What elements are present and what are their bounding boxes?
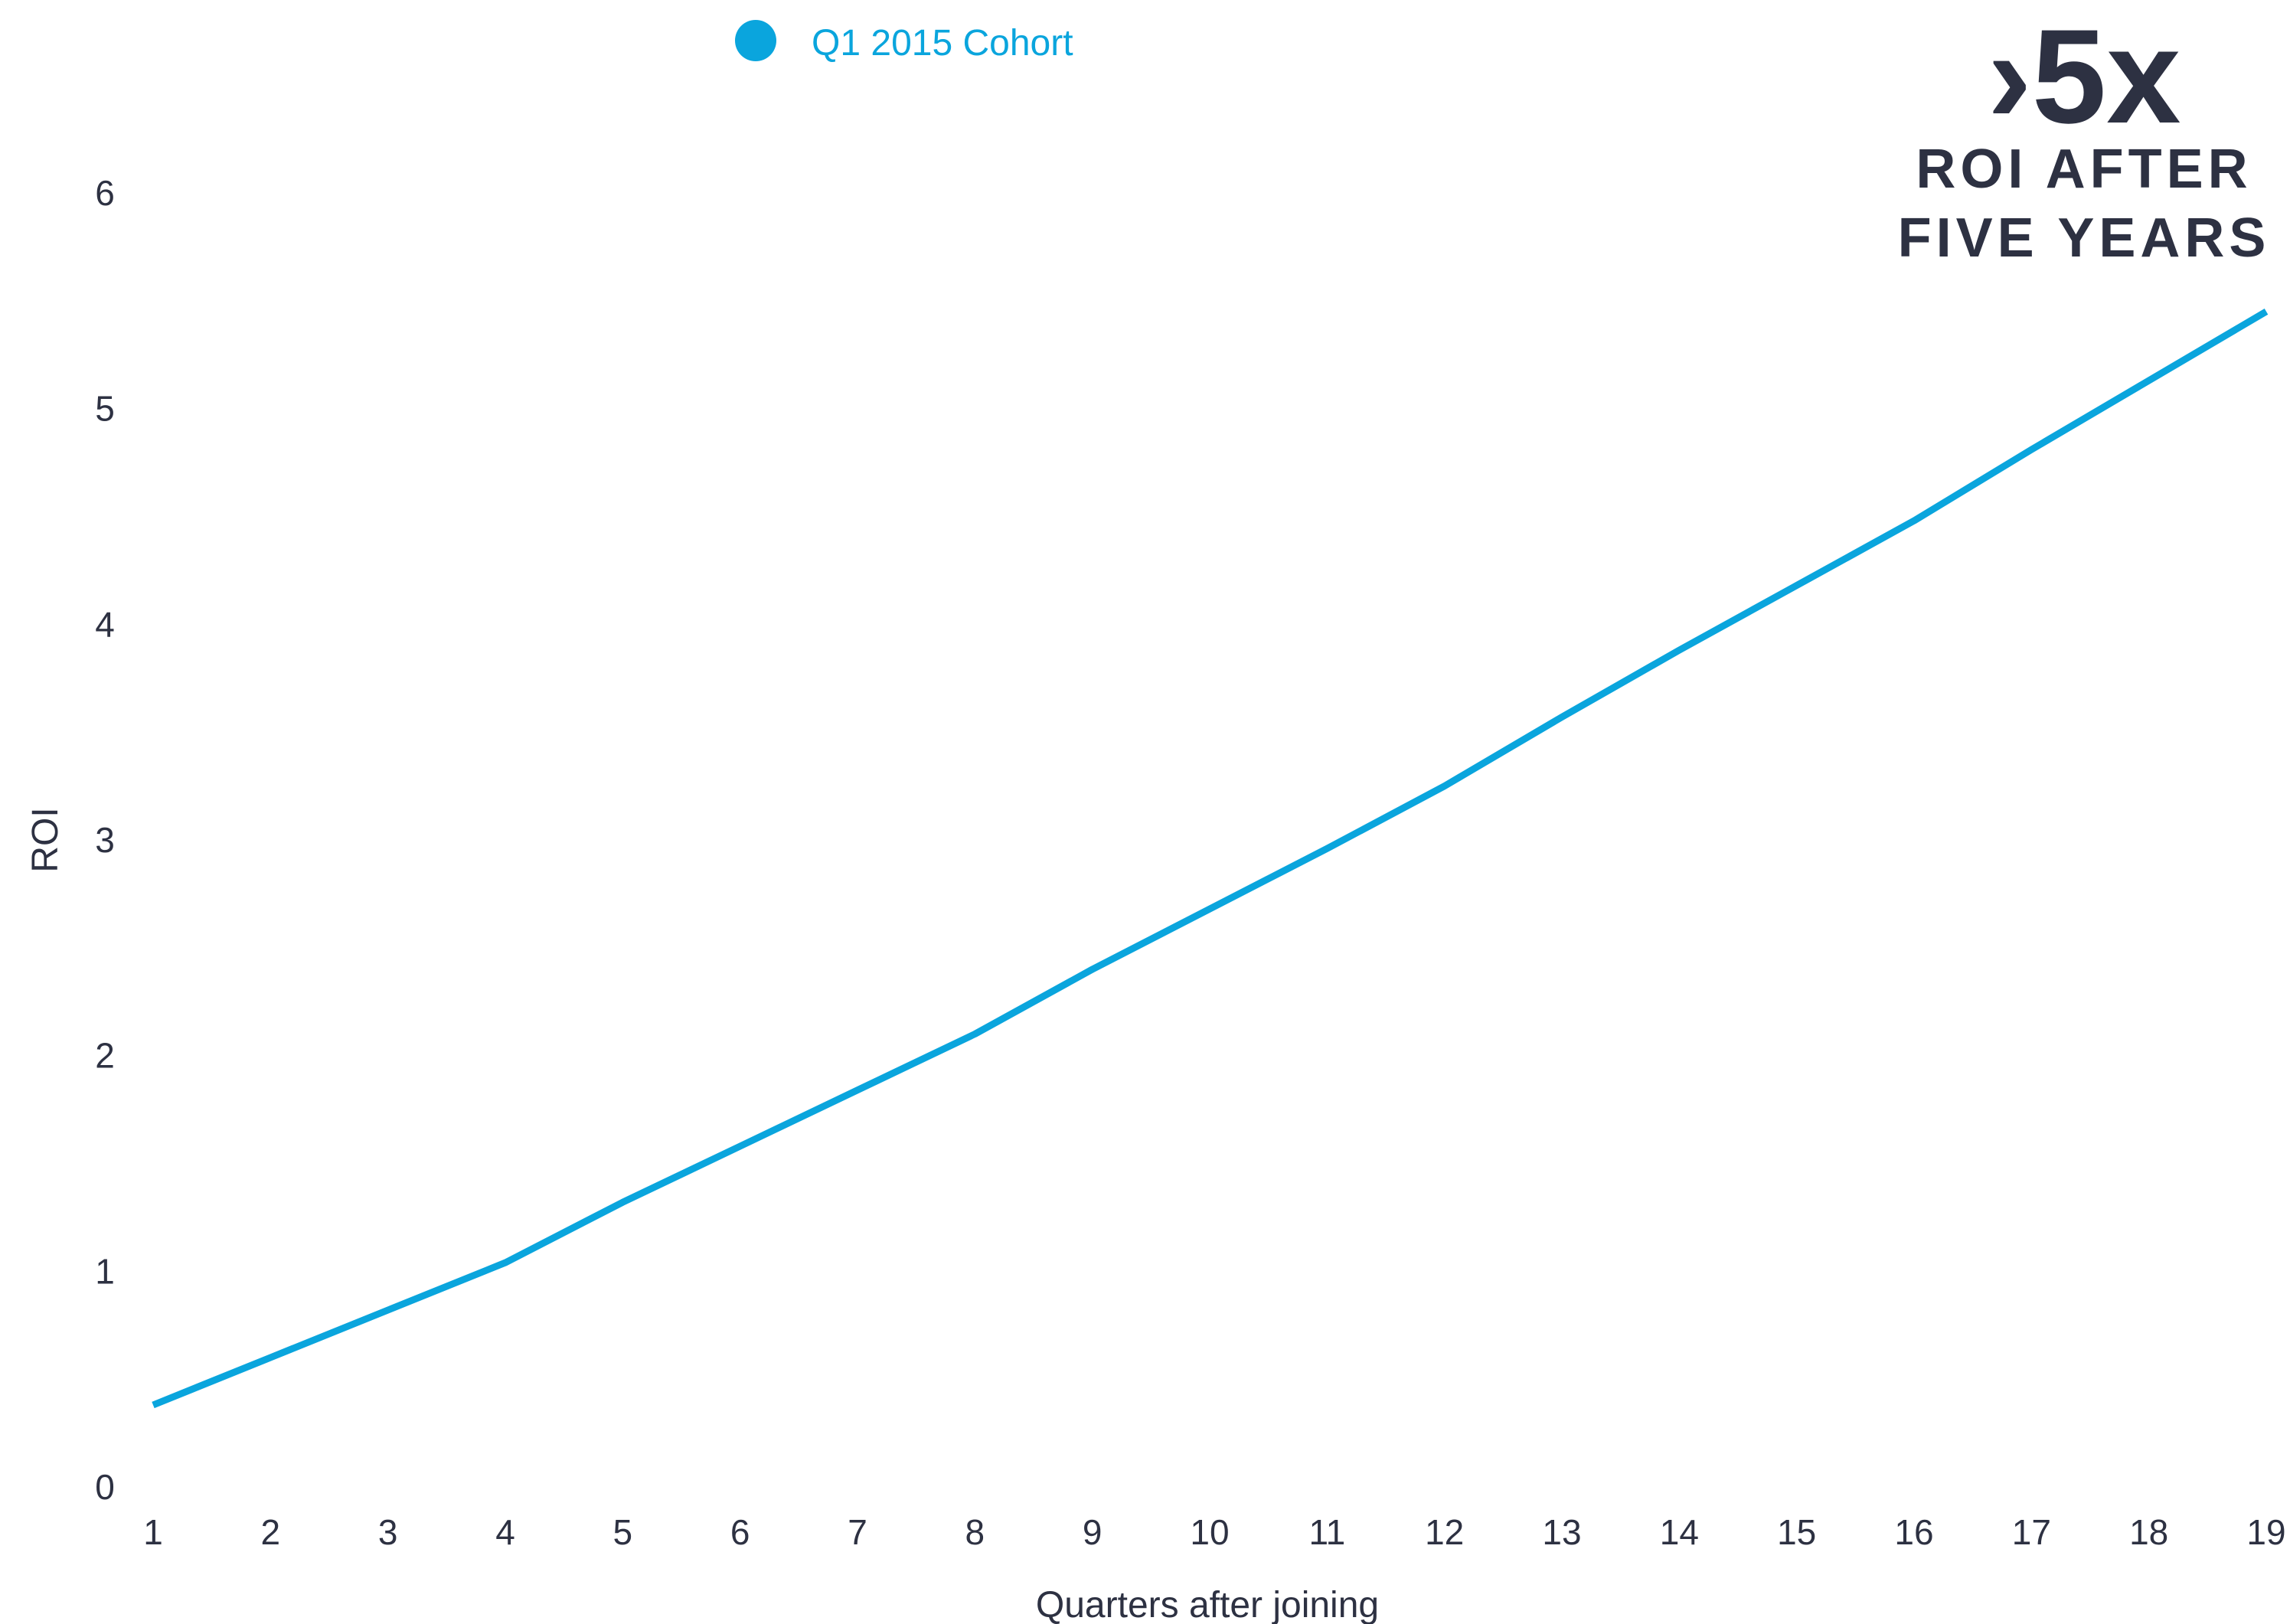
x-tick-label: 9 (1083, 1512, 1103, 1552)
x-tick-label: 14 (1660, 1512, 1699, 1552)
x-tick-label: 4 (495, 1512, 515, 1552)
y-tick-label: 2 (95, 1036, 115, 1076)
x-tick-label: 17 (2012, 1512, 2051, 1552)
series-layer (152, 309, 2269, 1409)
legend: Q1 2015 Cohort (735, 20, 1073, 64)
x-tick-label: 5 (613, 1512, 633, 1552)
x-tick-label: 2 (261, 1512, 281, 1552)
series-line (152, 309, 2269, 1409)
x-axis-ticks: 1 2 3 4 5 6 7 8 9 10 11 12 13 14 15 16 17 18 19 (143, 1512, 2285, 1552)
x-tick-label: 19 (2246, 1512, 2285, 1552)
callout-headline: ›5x (1988, 2, 2181, 152)
callout-line-2: FIVE YEARS (1898, 207, 2271, 269)
y-tick-label: 5 (95, 389, 115, 429)
y-axis-label: ROI (25, 807, 66, 872)
x-tick-label: 15 (1777, 1512, 1816, 1552)
x-tick-label: 7 (848, 1512, 867, 1552)
x-tick-label: 11 (1308, 1512, 1345, 1552)
legend-label: Q1 2015 Cohort (812, 23, 1073, 64)
x-tick-label: 1 (143, 1512, 163, 1552)
y-tick-label: 4 (95, 604, 115, 644)
x-tick-label: 18 (2129, 1512, 2168, 1552)
y-tick-label: 1 (95, 1251, 115, 1291)
x-tick-label: 12 (1425, 1512, 1464, 1552)
callout-line-1: ROI AFTER (1916, 139, 2252, 200)
x-axis-label: Quarters after joining (1036, 1585, 1379, 1624)
x-tick-label: 6 (730, 1512, 750, 1552)
x-tick-label: 13 (1542, 1512, 1581, 1552)
x-tick-label: 16 (1894, 1512, 1933, 1552)
legend-marker (735, 20, 776, 61)
x-tick-label: 3 (378, 1512, 398, 1552)
roi-callout: ›5x ROI AFTER FIVE YEARS (1898, 2, 2271, 269)
y-tick-label: 3 (95, 820, 115, 860)
y-tick-label: 6 (95, 173, 115, 213)
y-axis-ticks: 0 1 2 3 4 5 6 (95, 173, 115, 1507)
x-tick-label: 10 (1190, 1512, 1229, 1552)
x-tick-label: 8 (965, 1512, 985, 1552)
y-tick-label: 0 (95, 1467, 115, 1507)
